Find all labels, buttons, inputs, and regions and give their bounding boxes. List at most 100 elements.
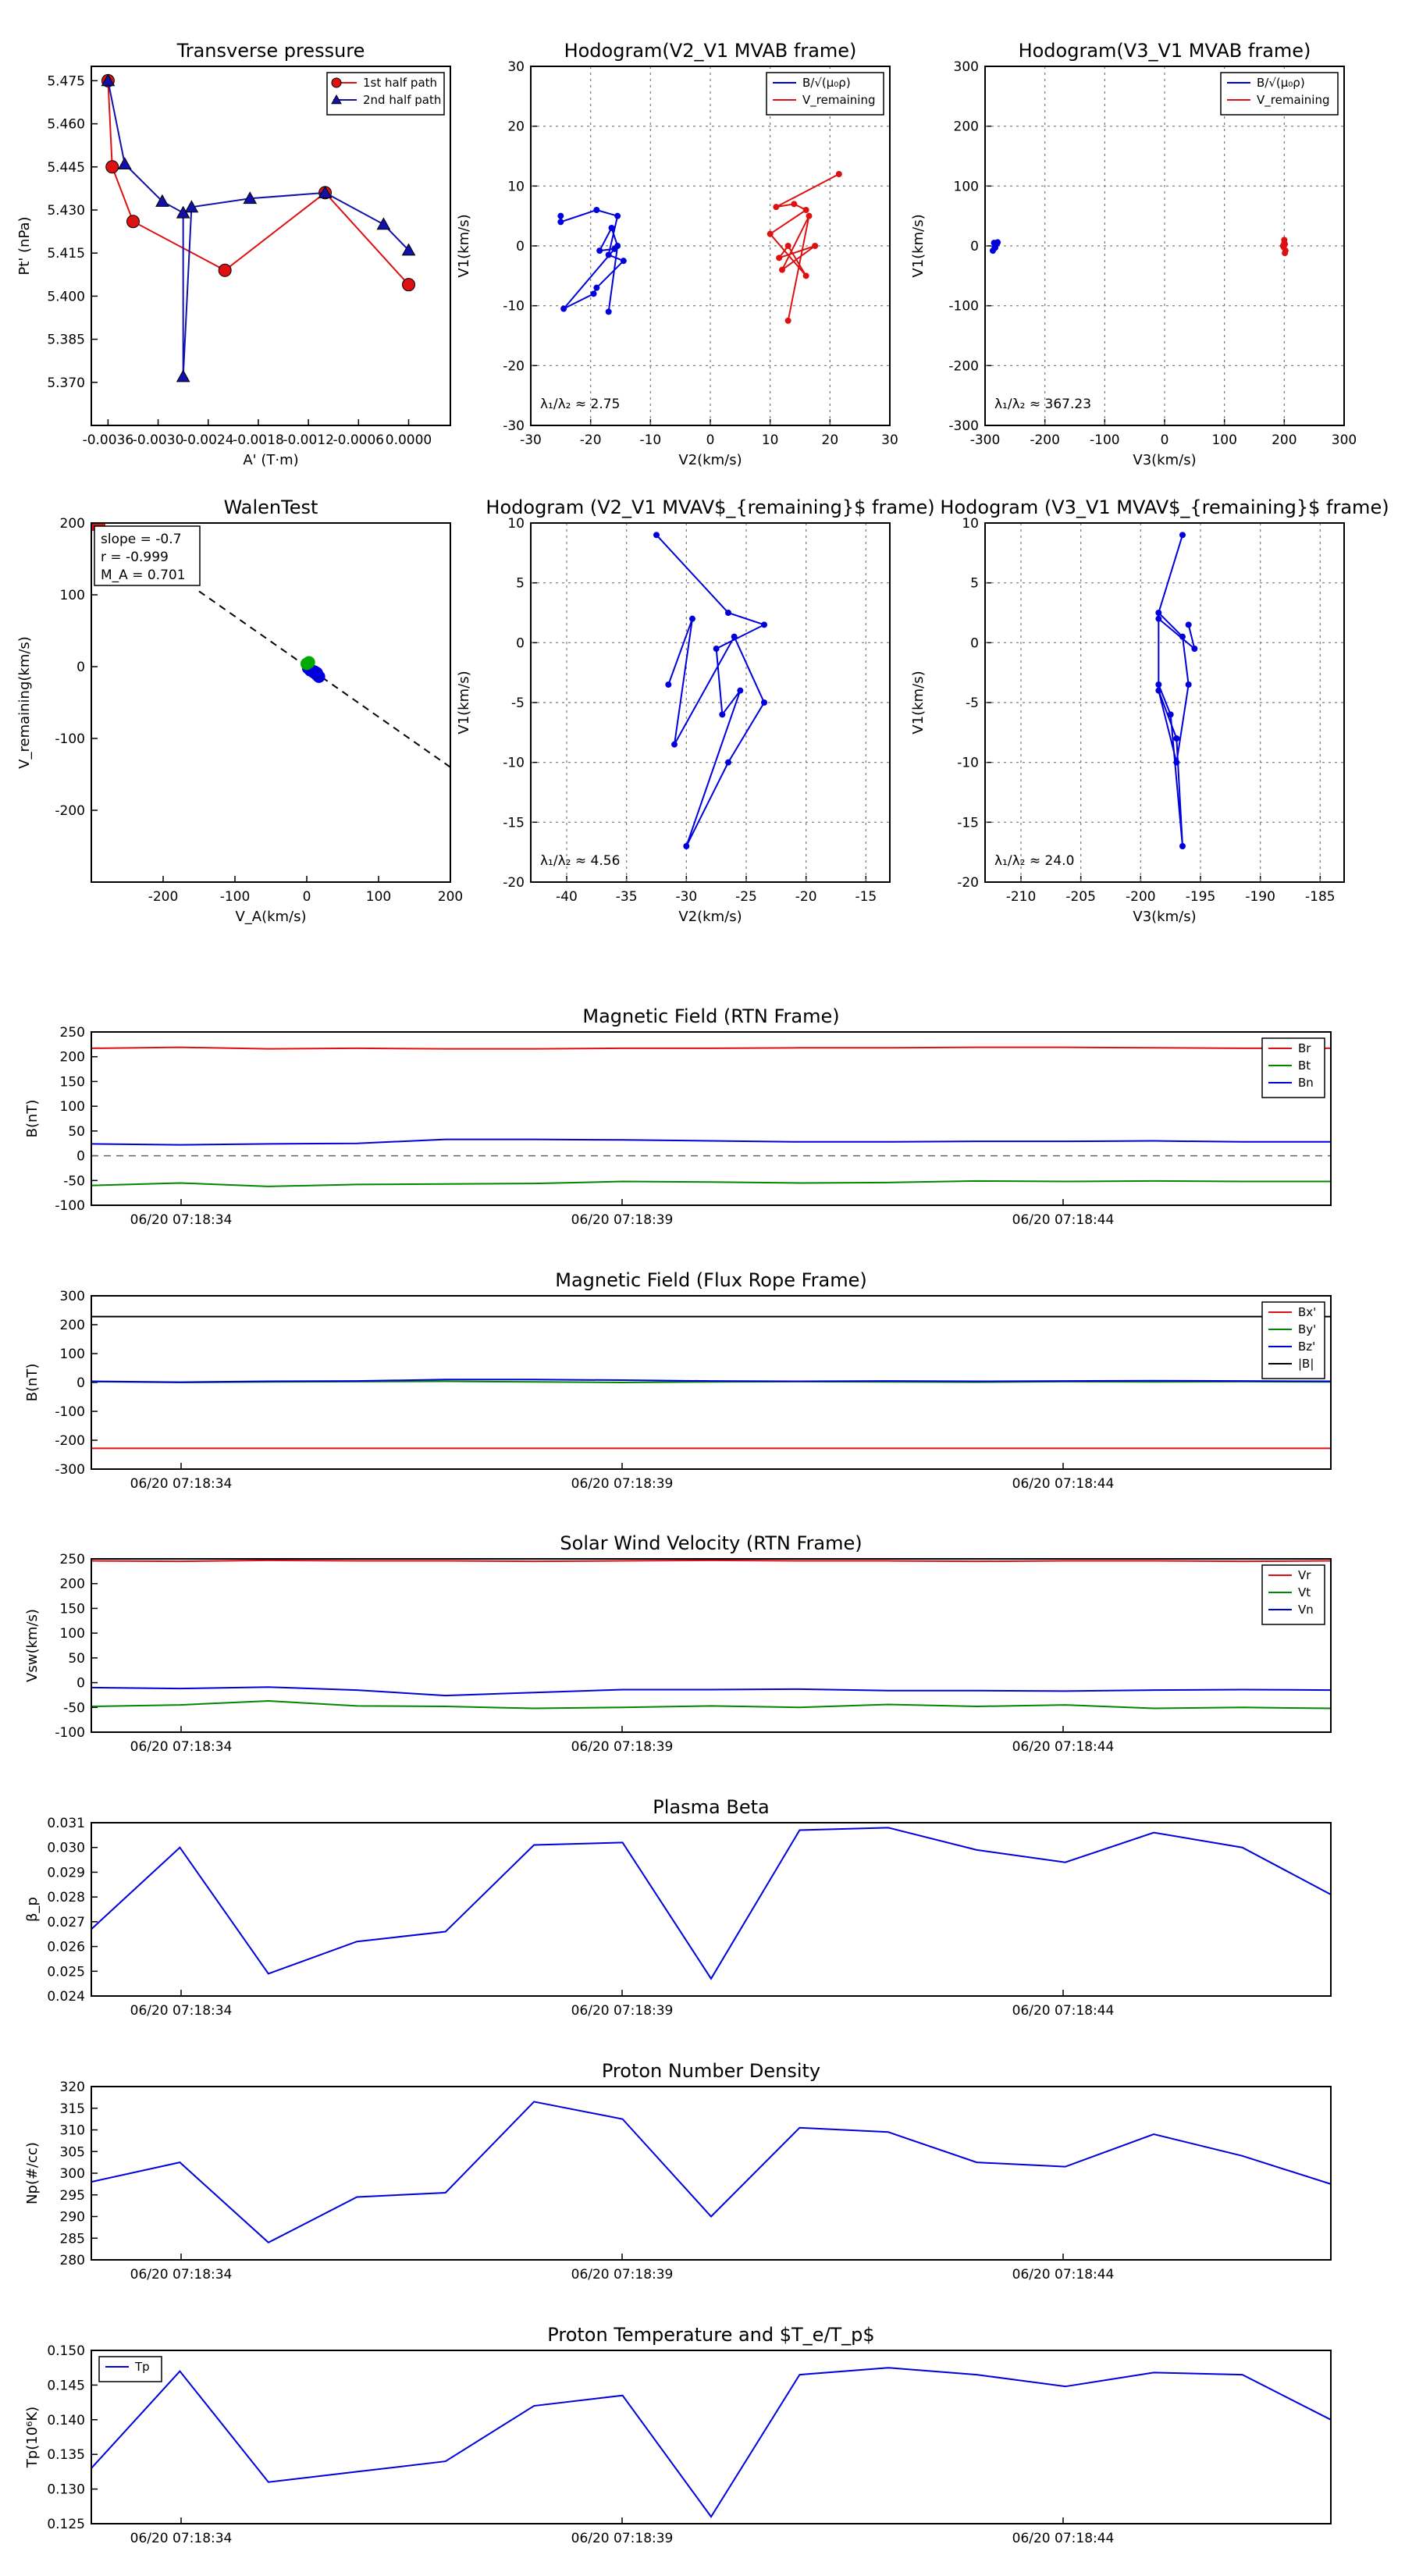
data-point <box>560 305 567 312</box>
y-tick-label: 285 <box>60 2231 85 2247</box>
data-point <box>593 284 600 291</box>
data-point <box>620 258 627 265</box>
stats-box <box>94 525 201 586</box>
data-point <box>683 843 690 849</box>
x-axis-label: V3(km/s) <box>1133 909 1196 925</box>
chart-title: Transverse pressure <box>176 40 365 62</box>
data-point <box>176 369 190 382</box>
series-line <box>91 1827 1332 1980</box>
y-tick-label: 300 <box>60 1289 85 1304</box>
y-tick-label: -50 <box>63 1173 85 1189</box>
y-tick-label: -5 <box>511 696 525 711</box>
y-tick-label: 0 <box>76 660 85 675</box>
plot-frame <box>91 1031 1332 1206</box>
x-tick-label: 06/20 07:18:34 <box>130 2003 233 2019</box>
y-tick-label: -200 <box>55 803 85 819</box>
y-tick-label: 5 <box>970 576 979 592</box>
y-tick-label: 315 <box>60 2101 85 2117</box>
y-tick-label: 290 <box>60 2210 85 2226</box>
data-point <box>1167 711 1174 718</box>
y-tick-label: 300 <box>60 2166 85 2182</box>
data-point <box>117 157 132 170</box>
y-tick-label: 5.400 <box>47 289 85 304</box>
x-tick-label: 06/20 07:18:34 <box>130 1212 233 1228</box>
y-tick-label: -10 <box>503 299 525 315</box>
x-tick-label: -40 <box>556 889 578 905</box>
y-tick-label: 10 <box>507 179 525 194</box>
x-tick-label: 06/20 07:18:34 <box>130 2531 233 2546</box>
y-axis-label: Tp(10⁶K) <box>24 2407 41 2468</box>
legend-label: B/√(μ₀ρ) <box>1257 76 1305 90</box>
y-tick-label: -200 <box>948 358 979 374</box>
chart-ts6: Proton Temperature and $T_e/T_p$ 0.125 0.1… <box>24 2324 1332 2546</box>
data-point <box>243 191 258 205</box>
series-line <box>91 1379 1332 1383</box>
data-point <box>671 741 678 748</box>
y-tick-label: 200 <box>60 1577 85 1592</box>
y-tick-label: -15 <box>957 815 979 831</box>
stats-line: slope = -0.7 <box>101 532 181 547</box>
data-point <box>126 215 140 229</box>
data-point <box>713 646 720 652</box>
data-point <box>1155 687 1162 694</box>
y-tick-label: 0.029 <box>47 1865 85 1880</box>
y-tick-label: 5.430 <box>47 203 85 219</box>
x-tick-label: 06/20 07:18:44 <box>1012 1739 1115 1755</box>
y-tick-label: -10 <box>957 756 979 771</box>
chart-p4: WalenTest -200 -100 0 100 200 -200 -100 0 100 200 V… <box>16 496 463 925</box>
data-point <box>719 711 726 718</box>
x-tick-label: 200 <box>1272 432 1297 448</box>
data-point <box>802 272 809 279</box>
data-point <box>318 185 333 198</box>
y-tick-label: 5.370 <box>47 375 85 391</box>
y-axis-label: Vsw(km/s) <box>24 1609 41 1682</box>
chart-p2: Hodogram(V2_V1 MVAB frame) -30 -20 -10 0 10 20… <box>456 40 898 468</box>
chart-title: Hodogram (V3_V1 MVAV$_{remaining}$ frame… <box>940 496 1389 518</box>
y-tick-label: 0.028 <box>47 1890 85 1905</box>
y-tick-label: 100 <box>954 179 979 194</box>
plot-frame <box>91 522 451 883</box>
data-point <box>105 160 119 174</box>
data-point <box>608 225 615 231</box>
plot-frame <box>91 66 451 426</box>
data-point <box>767 230 774 237</box>
data-point <box>376 217 391 230</box>
y-tick-label: 200 <box>60 516 85 532</box>
series-line <box>91 2367 1332 2518</box>
x-tick-label: -300 <box>970 432 1001 448</box>
x-tick-label: -185 <box>1305 889 1336 905</box>
legend-box <box>98 2356 162 2382</box>
x-tick-label: 06/20 07:18:39 <box>571 2003 674 2019</box>
x-tick-label: -15 <box>855 889 877 905</box>
data-point <box>155 194 169 207</box>
legend-box <box>326 72 445 116</box>
series-line <box>91 1046 1331 1050</box>
ratio-annotation: λ₁/λ₂ ≈ 4.56 <box>540 853 620 869</box>
legend-label: V_remaining <box>1257 93 1330 108</box>
data-point <box>1173 735 1180 742</box>
y-tick-label: 10 <box>962 516 979 532</box>
data-point <box>806 212 813 219</box>
data-point <box>605 308 612 315</box>
data-point <box>331 94 342 105</box>
y-tick-label: -300 <box>55 1462 85 1478</box>
data-point <box>557 219 564 226</box>
legend-label: V_remaining <box>802 93 876 108</box>
x-tick-label: -205 <box>1065 889 1096 905</box>
data-point <box>653 532 660 539</box>
data-point <box>402 278 416 292</box>
y-tick-label: 295 <box>60 2188 85 2204</box>
data-point <box>779 266 785 273</box>
y-axis-label: V_remaining(km/s) <box>16 636 33 769</box>
y-tick-label: -100 <box>948 299 979 315</box>
x-tick-label: 10 <box>762 432 779 448</box>
chart-ts2: Magnetic Field (Flux Rope Frame) -300 -200… <box>24 1269 1332 1492</box>
data-point <box>1191 646 1198 652</box>
data-point <box>784 243 791 249</box>
y-tick-label: 30 <box>507 59 525 75</box>
data-point <box>596 247 603 254</box>
chart-title: Solar Wind Velocity (RTN Frame) <box>560 1532 862 1554</box>
y-tick-label: 320 <box>60 2080 85 2095</box>
y-tick-label: -5 <box>966 696 979 711</box>
